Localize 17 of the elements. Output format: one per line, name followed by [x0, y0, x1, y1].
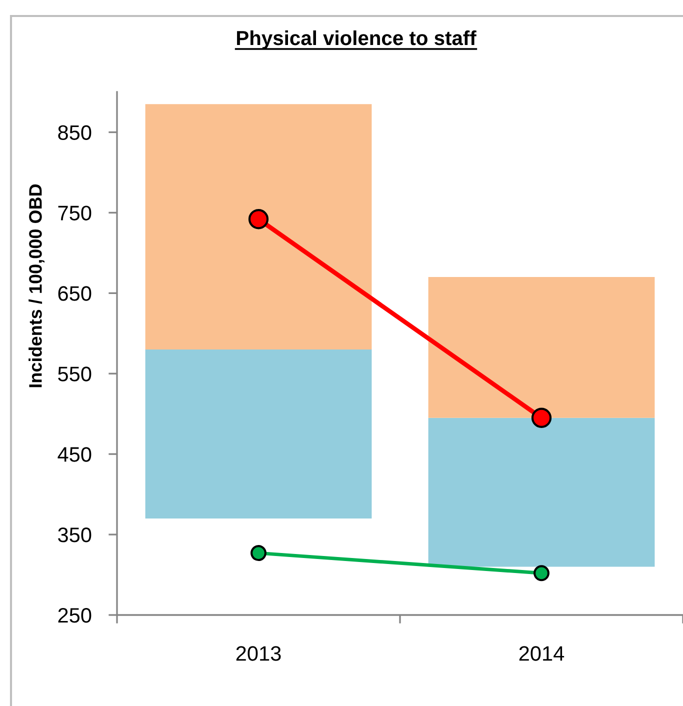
y-tick-label: 750 — [58, 206, 92, 220]
x-tick-label: 2013 — [236, 646, 281, 661]
point — [250, 545, 266, 562]
point — [534, 565, 550, 582]
y-axis-title: Incidents / 100,000 OBD — [28, 184, 44, 388]
y-tick-label: 650 — [58, 286, 92, 301]
y-tick-label: 450 — [58, 447, 92, 462]
y-tick-label: 250 — [58, 608, 92, 623]
y-tick-label: 350 — [58, 528, 92, 542]
chart-title: Physical violence to staff — [237, 30, 476, 50]
y-tick-label: 850 — [58, 125, 92, 140]
point — [531, 408, 552, 428]
bar — [428, 418, 655, 567]
x-tick-label: 2014 — [519, 646, 564, 661]
bar — [145, 349, 372, 518]
point — [248, 209, 269, 230]
y-tick-label: 550 — [58, 366, 92, 382]
